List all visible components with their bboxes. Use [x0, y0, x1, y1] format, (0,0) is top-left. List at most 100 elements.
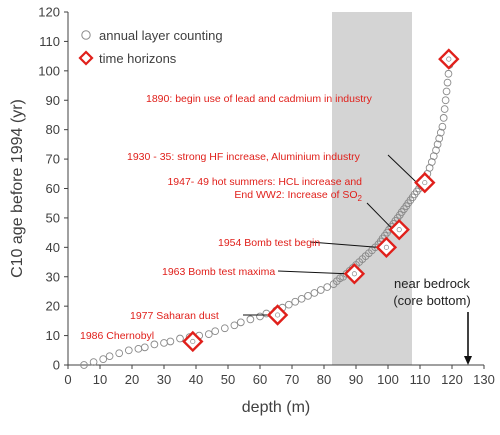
bedrock-arrowhead [464, 356, 472, 365]
data-point [89, 358, 98, 366]
annotation-leader [387, 154, 418, 183]
horizon-inner-point [383, 244, 389, 250]
y-tick-label: 80 [46, 122, 60, 137]
y-tick-label: 90 [46, 93, 60, 108]
horizon-marker [388, 218, 410, 241]
horizon-marker [414, 171, 436, 194]
y-tick-label: 110 [39, 34, 60, 49]
annotation-label: 1930 - 35: strong HF increase, Aluminium… [127, 151, 361, 163]
data-point [150, 340, 159, 349]
annotation-label: 1890: begin use of lead and cadmium in i… [146, 93, 373, 105]
data-point [211, 327, 220, 336]
y-tick-label: 20 [46, 299, 60, 314]
data-point [160, 339, 168, 347]
x-tick-label: 30 [157, 372, 171, 387]
legend-label-horizons: time horizons [99, 51, 177, 66]
bedrock-note-line2: (core bottom) [393, 293, 470, 308]
annotation-label: 1954 Bomb test begin [218, 237, 320, 249]
annotation-label: 1963 Bomb test maxima [162, 266, 275, 278]
x-tick-label: 20 [125, 372, 139, 387]
horizon-inner-point [396, 227, 402, 233]
data-point [316, 286, 325, 294]
data-point [323, 283, 332, 291]
horizon-inner-point [275, 312, 281, 318]
data-point [441, 96, 450, 105]
data-point [124, 346, 133, 355]
data-point [291, 297, 300, 306]
data-point [236, 318, 245, 327]
y-tick-label: 120 [38, 5, 60, 20]
data-point [439, 114, 448, 122]
data-point [140, 343, 149, 352]
x-tick-label: 130 [473, 372, 495, 387]
data-point [220, 324, 229, 333]
horizon-inner-point [422, 180, 428, 186]
data-point [444, 69, 453, 78]
y-tick-label: 100 [38, 63, 60, 78]
horizon-marker [375, 236, 398, 259]
y-tick-label: 50 [46, 210, 60, 225]
y-tick-label: 40 [46, 240, 60, 255]
x-tick-label: 0 [64, 372, 71, 387]
data-point [105, 352, 114, 361]
data-point [432, 146, 440, 155]
data-point [80, 361, 88, 369]
x-tick-label: 50 [221, 372, 235, 387]
horizon-marker [438, 48, 460, 70]
x-tick-label: 110 [410, 372, 431, 387]
legend-diamond-marker [78, 50, 94, 66]
data-point [442, 87, 451, 96]
legend: annual layer counting time horizons [78, 28, 223, 66]
data-point [204, 330, 213, 338]
x-tick-label: 40 [189, 372, 203, 387]
data-point [435, 134, 444, 143]
x-tick-label: 60 [253, 372, 267, 387]
horizon-inner-point [190, 338, 196, 345]
y-axis-label: C10 age before 1994 (yr) [9, 99, 26, 278]
bedrock-note-line1: near bedrock [394, 276, 470, 291]
x-tick-label: 90 [349, 372, 363, 387]
data-point [256, 312, 264, 321]
data-point [99, 355, 108, 363]
data-point [115, 349, 124, 358]
data-point [134, 344, 143, 353]
x-tick-label: 120 [441, 372, 463, 387]
x-tick-label: 70 [285, 372, 299, 387]
y-ticks: 0 10 20 30 40 50 60 70 80 90 100 110 120 [38, 5, 68, 373]
x-axis-label: depth (m) [242, 399, 310, 416]
horizon-inner-point [351, 271, 357, 277]
annotations: 1986 Chernobyl 1977 Saharan dust 1963 Bomb… [80, 93, 418, 342]
y-tick-label: 30 [46, 269, 60, 284]
x-tick-label: 10 [93, 372, 107, 387]
annotation-label: 1986 Chernobyl [80, 330, 154, 342]
x-tick-label: 100 [377, 372, 399, 387]
y-tick-label: 70 [46, 152, 60, 167]
annotation-label: 1977 Saharan dust [130, 310, 219, 322]
horizon-marker [182, 330, 204, 353]
y-tick-label: 0 [53, 358, 60, 373]
y-tick-label: 10 [46, 328, 60, 343]
annotation-leader [366, 202, 392, 229]
x-tick-label: 80 [317, 372, 331, 387]
x-ticks: 0 10 20 30 40 50 60 70 80 90 100 110 120 130 [64, 365, 495, 387]
horizon-markers [182, 48, 460, 353]
data-point [310, 289, 319, 297]
legend-label-counting: annual layer counting [99, 28, 223, 43]
data-point [304, 292, 312, 300]
data-point [297, 294, 306, 303]
data-point [284, 300, 293, 309]
data-point [176, 334, 184, 343]
horizon-marker [266, 304, 289, 326]
data-point [443, 78, 452, 87]
horizon-inner-point [446, 56, 452, 62]
y-tick-label: 60 [46, 181, 60, 196]
data-point [436, 128, 445, 137]
data-point [440, 105, 449, 113]
horizon-marker [343, 263, 366, 285]
data-point [246, 315, 255, 324]
data-point [433, 140, 442, 149]
annotation-leader [277, 270, 347, 275]
data-point [230, 321, 239, 330]
shaded-band [332, 12, 412, 365]
